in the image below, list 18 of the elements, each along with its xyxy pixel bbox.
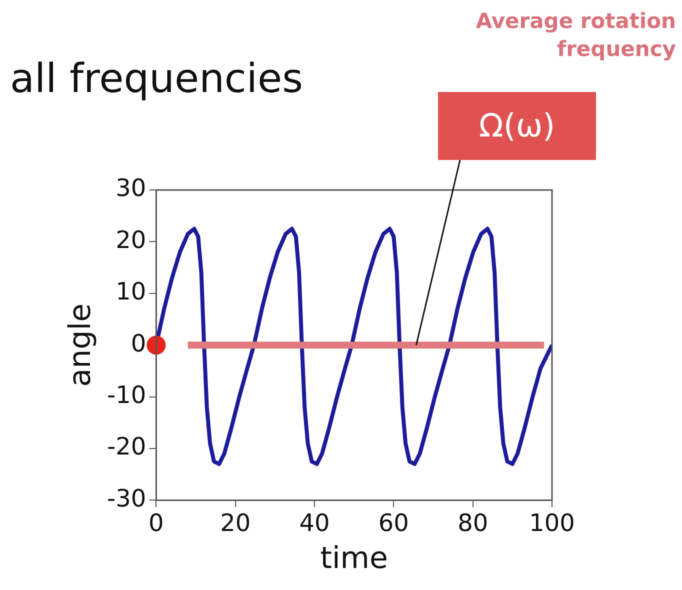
x-tick-label: 40 <box>299 508 330 537</box>
x-tick-label: 20 <box>220 508 251 537</box>
x-tick-label: 0 <box>148 508 164 537</box>
text: Average rotation frequency <box>476 9 676 61</box>
y-tick-label: 30 <box>116 174 146 202</box>
y-tick-label: 20 <box>116 226 146 254</box>
y-tick-label: -30 <box>106 484 146 512</box>
x-tick-label: 100 <box>529 508 575 537</box>
x-axis-title: time <box>320 540 388 576</box>
annotation: Ω(ω) <box>478 106 556 144</box>
y-tick-label: -20 <box>106 432 146 461</box>
y-tick-label: -10 <box>106 381 146 410</box>
y-tick-label: 0 <box>130 329 146 358</box>
x-tick-label: 60 <box>378 508 409 537</box>
y-axis-title: angle <box>62 303 98 387</box>
chart-title: all frequencies <box>10 56 303 102</box>
y-tick-label: 10 <box>116 278 146 306</box>
x-tick-label: 80 <box>458 508 488 537</box>
